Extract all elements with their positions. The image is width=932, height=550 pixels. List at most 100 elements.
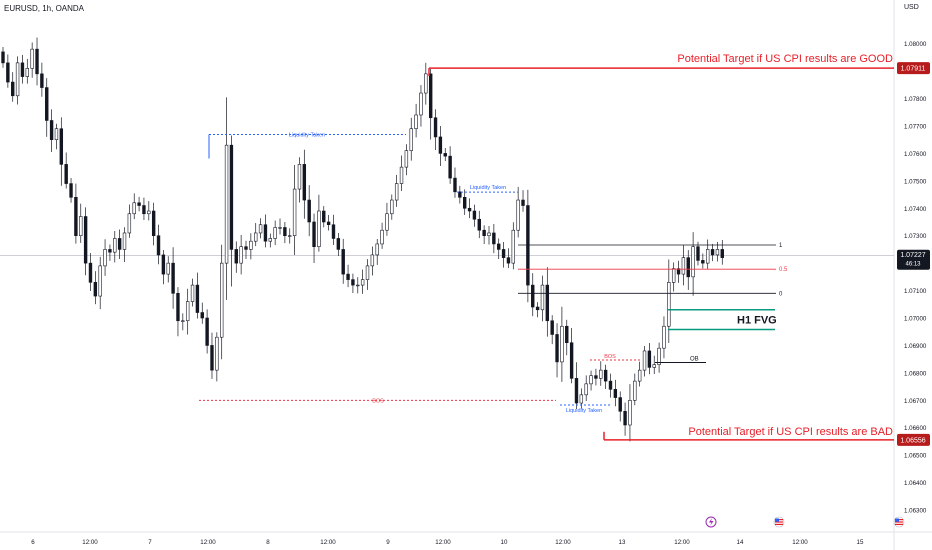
liquidity-1-label: Liquidity Taken [289,132,325,138]
candle [390,199,394,215]
candle [40,73,44,88]
candle [278,227,282,229]
time-tick-label: 12:00 [674,539,690,546]
candle [467,207,472,212]
candle [166,262,170,275]
time-tick-label: 15 [857,539,864,546]
candle [6,62,10,83]
candle [565,325,569,344]
price-tick-label: 1.07000 [904,316,927,323]
candle [628,400,632,426]
us-flag-icon-2[interactable] [893,516,905,528]
candle [424,73,428,94]
bad-target-badge-text: 1.06556 [900,437,925,444]
candle [273,227,277,239]
candle [667,282,671,327]
candle [268,238,272,242]
candle [64,164,68,184]
candle [11,81,15,97]
candle [283,227,287,237]
candle [642,350,647,371]
candle [618,397,622,412]
bad-target-label: Potential Target if US CPI results are B… [688,426,893,438]
candle [472,210,477,220]
candle [83,216,88,264]
fib-1-label: 1 [779,243,783,249]
candle [584,383,588,396]
candle [220,262,224,338]
good-target-badge-text: 1.07911 [901,66,926,73]
bos-1-label: BOS [372,398,384,404]
candle [127,213,132,234]
liquidity-2-label: Liquidity Taken [470,185,506,191]
candle [540,284,545,311]
candle [322,210,326,223]
candle [535,306,540,311]
time-tick-label: 6 [31,539,35,546]
candle [453,177,457,193]
candle [662,325,666,349]
candle [346,273,350,280]
candle [234,249,238,264]
candle [681,257,686,275]
candle [122,232,127,250]
candle [35,48,39,75]
candles-group [1,37,724,442]
fib-half-label: 0.5 [779,267,788,273]
price-tick-label: 1.06900 [904,343,927,350]
price-tick-label: 1.08000 [904,41,927,48]
candle [288,235,292,237]
candle [676,268,681,275]
candle [224,144,229,264]
currency-label: USD [904,4,919,11]
time-tick-label: 9 [386,539,390,546]
lightning-icon[interactable] [705,516,717,528]
price-tick-label: 1.07300 [904,233,927,240]
candle [351,279,355,286]
time-tick-label: 12:00 [82,539,98,546]
candle [25,68,29,77]
candle [385,213,389,231]
candle [652,364,656,368]
candle [331,224,336,239]
candle [326,221,331,226]
price-tick-label: 1.06500 [904,453,927,460]
candle [375,243,379,256]
candle [88,262,93,283]
candle [715,249,720,256]
candle [492,232,496,245]
candle [147,210,151,215]
liquidity-3-label: Liquidity Taken [566,408,602,414]
candle [647,350,652,368]
candle [637,369,642,382]
time-tick-label: 12:00 [555,539,571,546]
candle [239,246,243,264]
candle [190,284,195,302]
good-target-badge-bg [897,62,930,75]
candle [579,394,584,404]
candle [394,183,399,201]
candle [550,320,554,335]
candle [686,257,690,278]
candle [117,238,122,250]
time-tick-label: 7 [148,539,152,546]
candle [249,240,253,250]
candle [633,380,637,401]
candle [710,249,715,256]
candle [438,136,443,154]
candle [195,284,200,313]
candle [409,128,413,151]
candle [210,345,214,371]
candle [521,199,525,206]
candle [229,144,234,250]
candle [720,249,724,258]
candle [594,375,598,379]
candle [151,210,156,237]
price-tick-label: 1.06700 [904,398,927,405]
us-flag-icon[interactable] [773,516,785,528]
candle [59,128,64,165]
candle [307,199,311,223]
candle [93,282,98,297]
